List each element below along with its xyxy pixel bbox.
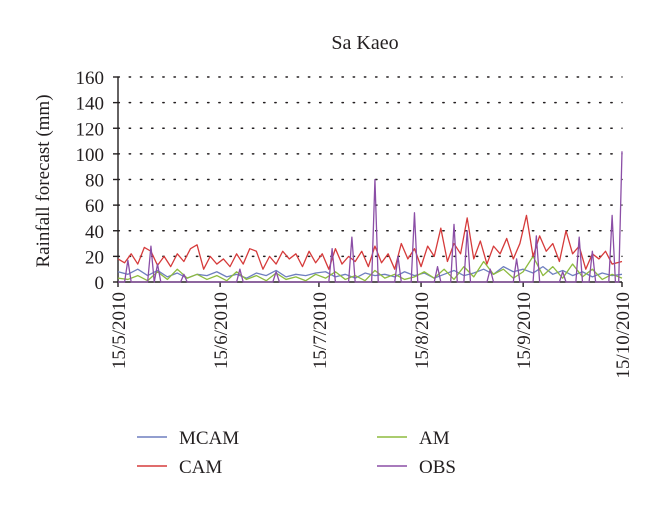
y-tick-label: 80 — [85, 171, 104, 192]
y-tick-label: 40 — [85, 222, 104, 243]
x-tick-label: 15/6/2010 — [211, 292, 232, 369]
y-tick-labels: 0 20 40 60 80 100 120 140 160 — [76, 68, 105, 294]
legend-label-am: AM — [419, 428, 450, 449]
y-axis-label: Rainfall forecast (mm) — [33, 94, 54, 267]
y-tick-label: 0 — [95, 273, 105, 294]
axes — [113, 76, 623, 287]
series-line-obs — [118, 151, 623, 283]
x-tick-label: 15/7/2010 — [310, 292, 331, 369]
legend-label-mcam: MCAM — [179, 428, 239, 449]
y-tick-label: 100 — [76, 145, 105, 166]
y-tick-label: 120 — [76, 119, 105, 140]
x-tick-label: 15/8/2010 — [412, 292, 433, 369]
grid — [117, 76, 623, 258]
y-tick-label: 160 — [76, 68, 105, 89]
x-tick-label: 15/9/2010 — [514, 292, 535, 369]
x-tick-labels: 15/5/2010 15/6/2010 15/7/2010 15/8/2010 15/9… — [109, 292, 634, 379]
legend: MCAM CAM AM OBS — [137, 428, 456, 478]
legend-label-cam: CAM — [179, 457, 222, 478]
y-tick-label: 140 — [76, 94, 105, 115]
chart-title: Sa Kaeo — [331, 32, 398, 54]
series-line-cam — [117, 214, 623, 270]
x-tick-label: 15/5/2010 — [109, 292, 130, 369]
legend-label-obs: OBS — [419, 457, 456, 478]
y-tick-label: 60 — [85, 196, 104, 217]
y-tick-label: 20 — [85, 247, 104, 268]
series — [117, 151, 623, 283]
series-line-mcam — [117, 265, 623, 279]
x-tick-label: 15/10/2010 — [613, 292, 634, 379]
